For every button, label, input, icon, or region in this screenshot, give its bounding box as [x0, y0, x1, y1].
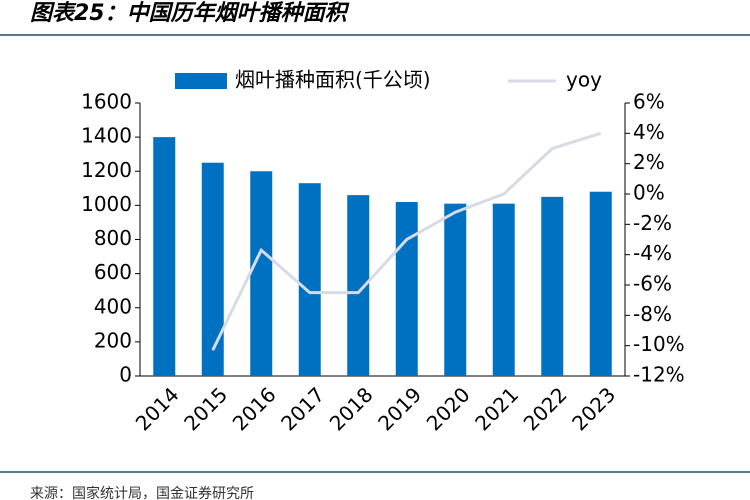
y-tick-label: 200	[94, 328, 132, 352]
x-tick-label: 2021	[470, 382, 523, 435]
bar	[298, 183, 321, 376]
y2-tick-label: -10%	[633, 332, 685, 356]
bar	[589, 191, 612, 376]
y-tick-label: 1400	[81, 124, 132, 148]
y2-tick-label: 0%	[633, 181, 665, 205]
x-tick-label: 2014	[131, 382, 184, 435]
y-tick-label: 400	[94, 294, 132, 318]
y2-tick-label: -12%	[633, 363, 685, 387]
y-tick-label: 1000	[81, 192, 132, 216]
y-tick-label: 0	[119, 363, 132, 387]
bar	[201, 162, 224, 376]
chart-title: 图表25：中国历年烟叶播种面积	[30, 0, 350, 26]
y2-tick-label: -8%	[633, 302, 672, 326]
line	[211, 131, 602, 351]
y-tick-label: 1200	[81, 158, 132, 182]
bar	[153, 137, 176, 376]
bar	[347, 195, 370, 376]
y2-tick-label: -4%	[633, 241, 672, 265]
y2-tick-label: -6%	[633, 272, 672, 296]
bar	[444, 203, 467, 376]
source-note: 来源：国家统计局，国金证券研究所	[30, 485, 254, 500]
y-tick-label: 600	[94, 260, 132, 284]
y2-tick-label: -2%	[633, 211, 672, 235]
x-tick-label: 2017	[276, 382, 329, 435]
x-tick-label: 2018	[325, 382, 378, 435]
y2-tick-label: 4%	[633, 120, 665, 144]
legend-label: yoy	[566, 68, 602, 92]
x-tick-label: 2020	[422, 382, 475, 435]
bar	[492, 203, 515, 376]
x-tick-label: 2016	[228, 382, 281, 435]
x-tick-label: 2023	[567, 382, 620, 435]
bar	[541, 196, 564, 376]
y2-tick-label: 2%	[633, 150, 665, 174]
y2-tick-label: 6%	[633, 90, 665, 114]
x-tick-label: 2015	[179, 382, 232, 435]
x-tick-label: 2019	[373, 382, 426, 435]
legend-label: 烟叶播种面积(千公顷)	[235, 68, 431, 92]
bar	[395, 201, 418, 376]
y-tick-label: 800	[94, 226, 132, 250]
y-tick-label: 1600	[81, 90, 132, 114]
x-tick-label: 2022	[519, 382, 572, 435]
legend-swatch	[175, 73, 227, 89]
bar	[250, 171, 273, 376]
